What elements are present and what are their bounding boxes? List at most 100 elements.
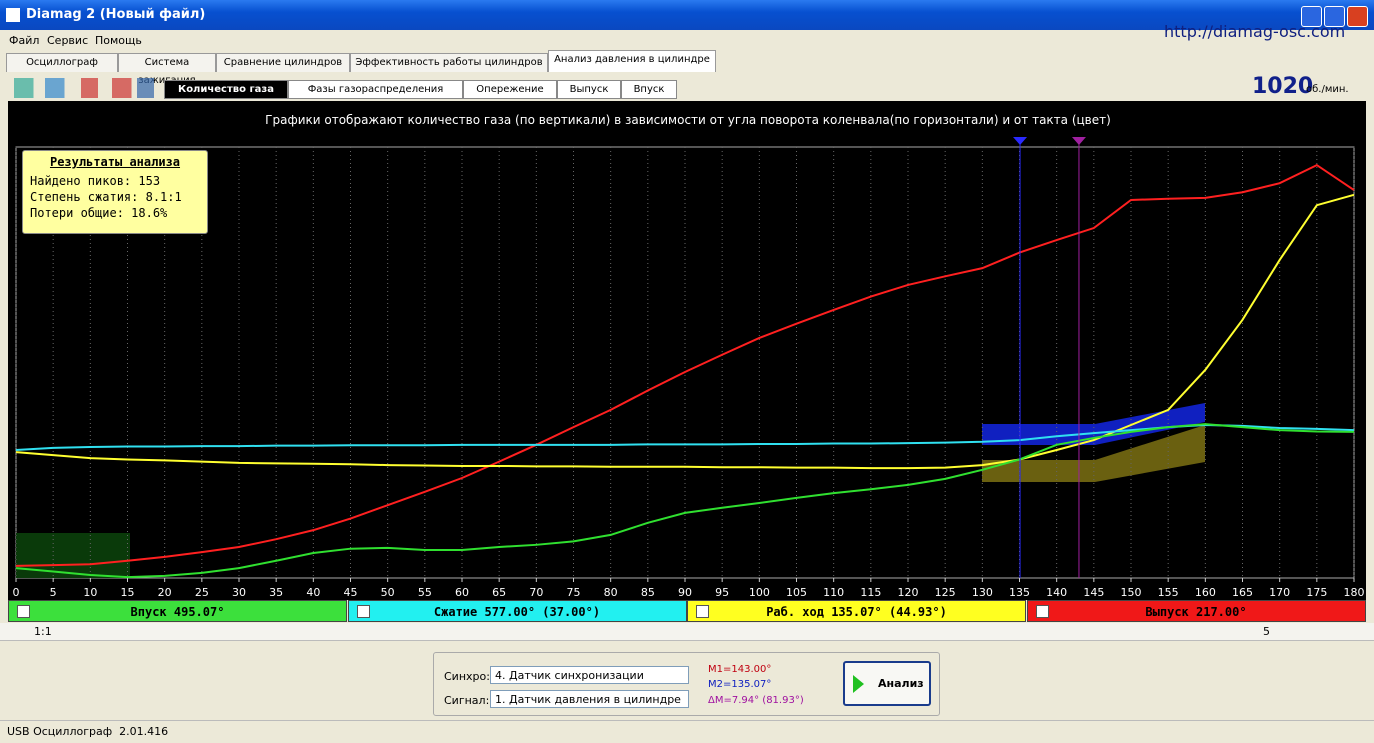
x-tick-label: 165	[1232, 586, 1253, 599]
results-line: Потери общие: 18.6%	[30, 206, 168, 220]
close-button[interactable]	[1347, 6, 1368, 27]
x-tick-label: 25	[195, 586, 209, 599]
rpm-unit: об./мин.	[1306, 84, 1349, 95]
phase-checkbox[interactable]	[17, 605, 30, 618]
zone	[982, 403, 1205, 445]
x-tick-label: 105	[786, 586, 807, 599]
x-tick-label: 135	[1009, 586, 1030, 599]
phase-label: Сжатие 577.00° (37.00°)	[433, 605, 601, 619]
subtab[interactable]: Опережение	[463, 80, 557, 99]
x-tick-label: 180	[1344, 586, 1365, 599]
x-tick-label: 160	[1195, 586, 1216, 599]
x-tick-label: 15	[121, 586, 135, 599]
menu-item[interactable]: Сервис	[47, 34, 89, 47]
chart-background	[8, 101, 1366, 600]
x-tick-label: 115	[860, 586, 881, 599]
phase-label: Выпуск 217.00°	[1145, 605, 1247, 619]
phase-checkbox[interactable]	[356, 605, 370, 618]
phase-checkbox[interactable]	[696, 605, 709, 618]
sync-label: Синхро:	[444, 670, 490, 683]
tab[interactable]: Осциллограф	[6, 53, 118, 72]
marker-handle	[1013, 137, 1028, 145]
zone	[982, 425, 1205, 482]
restore-button[interactable]	[1324, 6, 1345, 27]
marker-delta: ΔM=7.94° (81.93°)	[708, 695, 804, 706]
x-tick-label: 65	[492, 586, 506, 599]
tab-active[interactable]: Анализ давления в цилиндре	[548, 50, 716, 72]
marker-m1: M1=143.00°	[708, 664, 772, 675]
tab[interactable]: Сравнение цилиндров	[216, 53, 350, 72]
x-tick-label: 125	[935, 586, 956, 599]
chart-title: Графики отображают количество газа (по в…	[265, 113, 1111, 127]
series-line	[15, 423, 1355, 451]
x-tick-label: 140	[1046, 586, 1067, 599]
x-tick-label: 20	[158, 586, 172, 599]
marker-m2: M2=135.07°	[708, 679, 772, 690]
phase-segment[interactable]: Раб. ход 135.07° (44.93°)	[687, 600, 1026, 622]
subtab-active[interactable]: Количество газа	[164, 80, 288, 99]
sync-select[interactable]: 4. Датчик синхронизации	[490, 666, 689, 684]
x-tick-label: 5	[50, 586, 57, 599]
x-tick-label: 35	[269, 586, 283, 599]
toolbar-icons[interactable]	[14, 78, 154, 98]
x-tick-label: 40	[306, 586, 320, 599]
x-tick-label: 70	[529, 586, 543, 599]
x-tick-label: 45	[344, 586, 358, 599]
x-tick-label: 50	[381, 586, 395, 599]
series-line	[15, 193, 1355, 470]
subtab[interactable]: Выпуск	[557, 80, 621, 99]
results-line: Степень сжатия: 8.1:1	[30, 190, 182, 204]
signal-label: Сигнал:	[444, 694, 490, 707]
x-tick-label: 145	[1083, 586, 1104, 599]
url: http://diamag-osc.com	[1164, 22, 1346, 41]
phase-label: Впуск 495.07°	[130, 605, 225, 619]
play-icon	[853, 675, 864, 693]
x-tick-label: 0	[13, 586, 20, 599]
x-tick-label: 175	[1306, 586, 1327, 599]
window-title: Diamag 2 (Новый файл)	[26, 7, 206, 22]
analyze-button[interactable]: Анализ	[843, 661, 931, 706]
series-line	[15, 163, 1355, 567]
status-text: USB Осциллограф 2.01.416	[7, 725, 169, 738]
x-tick-label: 100	[749, 586, 770, 599]
x-tick-label: 80	[604, 586, 618, 599]
page-number: 5	[1263, 625, 1270, 638]
x-tick-label: 95	[715, 586, 729, 599]
x-tick-label: 130	[972, 586, 993, 599]
control-panel: Синхро: 4. Датчик синхронизации Сигнал: …	[433, 652, 940, 716]
x-tick-label: 75	[567, 586, 581, 599]
tab[interactable]: Эффективность работы цилиндров	[350, 53, 548, 72]
menu-item[interactable]: Помощь	[95, 34, 142, 47]
app-icon	[6, 8, 20, 22]
scroll-bar[interactable]: 1:1 5	[0, 623, 1374, 641]
tab[interactable]: Система зажигания	[118, 53, 216, 86]
x-tick-label: 85	[641, 586, 655, 599]
zoom-label: 1:1	[34, 625, 52, 638]
results-title: Результаты анализа	[49, 155, 181, 169]
signal-select[interactable]: 1. Датчик давления в цилиндре	[490, 690, 689, 708]
x-tick-label: 170	[1269, 586, 1290, 599]
x-tick-label: 10	[83, 586, 97, 599]
x-tick-label: 110	[823, 586, 844, 599]
marker-handle	[1071, 137, 1086, 145]
phase-segment[interactable]: Сжатие 577.00° (37.00°)	[347, 600, 687, 622]
status-bar: USB Осциллограф 2.01.416	[0, 720, 1374, 743]
phase-segment[interactable]: Впуск 495.07°	[8, 600, 347, 622]
menu-item[interactable]: Файл	[9, 34, 40, 47]
x-tick-label: 30	[232, 586, 246, 599]
title-bar: Diamag 2 (Новый файл)	[0, 0, 1374, 30]
x-tick-label: 55	[418, 586, 432, 599]
minimize-button[interactable]	[1301, 6, 1322, 27]
results-box: Результаты анализа Найдено пиков: 153 Ст…	[22, 150, 208, 234]
analyze-label: Анализ	[878, 677, 924, 690]
phase-segment[interactable]: Выпуск 217.00°	[1026, 600, 1366, 622]
phase-label: Раб. ход 135.07° (44.93°)	[766, 605, 947, 619]
subtab[interactable]: Фазы газораспределения	[288, 80, 463, 99]
rpm-value: 1020	[1252, 74, 1314, 99]
x-tick-label: 90	[678, 586, 692, 599]
x-tick-label: 155	[1158, 586, 1179, 599]
subtab[interactable]: Впуск	[621, 80, 677, 99]
zone	[16, 533, 130, 578]
phase-checkbox[interactable]	[1035, 605, 1049, 618]
